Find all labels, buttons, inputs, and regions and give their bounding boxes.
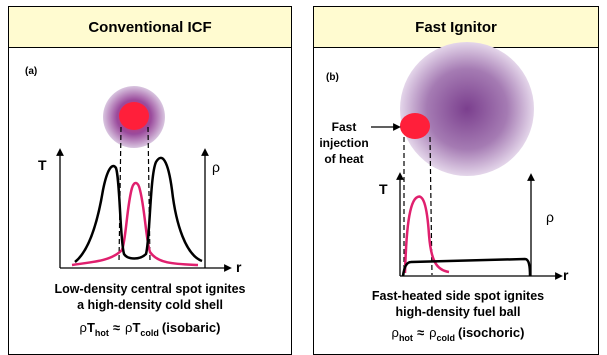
axis-label-radius: r [236,259,242,275]
formula-sub-hot: hot [399,333,413,343]
formula-isochoric: (isochoric) [458,325,524,340]
density-profile [74,156,203,263]
central-hot-spot [119,102,149,130]
formula-sub-cold: cold [436,333,455,343]
panel-label-a: (a) [25,66,37,77]
fast-ignitor-diagram: (b) Fast injection of heat T ρ r Fast-he… [319,42,569,343]
formula-approx: ≈ [417,325,424,340]
formula-rho-cold: ρ [429,325,436,340]
axis-label-temperature: T [38,157,47,173]
formula-isobaric: (isobaric) [162,320,221,335]
formula-t-hot: T [87,320,95,335]
formula-rho-cold: ρ [125,320,132,335]
axis-label-radius: r [563,267,569,283]
fast-ignitor-frame: Fast Ignitor [313,6,599,355]
formula-t-cold: T [132,320,140,335]
isobaric-formula: ρThot ≈ ρTcold (isobaric) [80,320,221,338]
caption-line-2: high-density fuel ball [395,305,520,319]
panel-title-conventional-icf: Conventional ICF [9,7,291,48]
panel-label-b: (b) [326,72,339,83]
formula-sub-cold: cold [140,328,159,338]
axis-label-density: ρ [546,209,554,225]
formula-sub-hot: hot [95,328,109,338]
formula-rho-hot: ρ [392,325,399,340]
isochoric-formula: ρhot ≈ ρcold (isochoric) [392,325,525,343]
conventional-icf-panel: Conventional ICF (a) T ρ r [0,0,292,355]
annotation-fast: Fast [332,120,357,134]
side-hot-spot [400,113,430,139]
panel-title-fast-ignitor: Fast Ignitor [314,7,598,48]
fuel-ball [400,42,534,176]
annotation-of-heat: of heat [324,152,363,166]
axis-label-density: ρ [212,159,220,175]
hot-spot-guide-right [147,126,151,263]
formula-approx: ≈ [113,320,120,335]
formula-rho-hot: ρ [80,320,87,335]
caption-line-1: Fast-heated side spot ignites [372,289,544,303]
annotation-injection: injection [319,136,368,150]
conventional-icf-diagram: (a) T ρ r Low-density central spot ignit… [25,66,246,338]
caption-line-2: a high-density cold shell [77,298,223,312]
density-profile [401,257,532,277]
conventional-icf-frame: Conventional ICF [8,6,292,355]
temperature-profile [71,181,199,267]
axis-label-temperature: T [379,181,388,197]
caption-line-1: Low-density central spot ignites [55,282,246,296]
fast-ignitor-panel: Fast Ignitor (b) Fast injection of heat [311,0,607,355]
